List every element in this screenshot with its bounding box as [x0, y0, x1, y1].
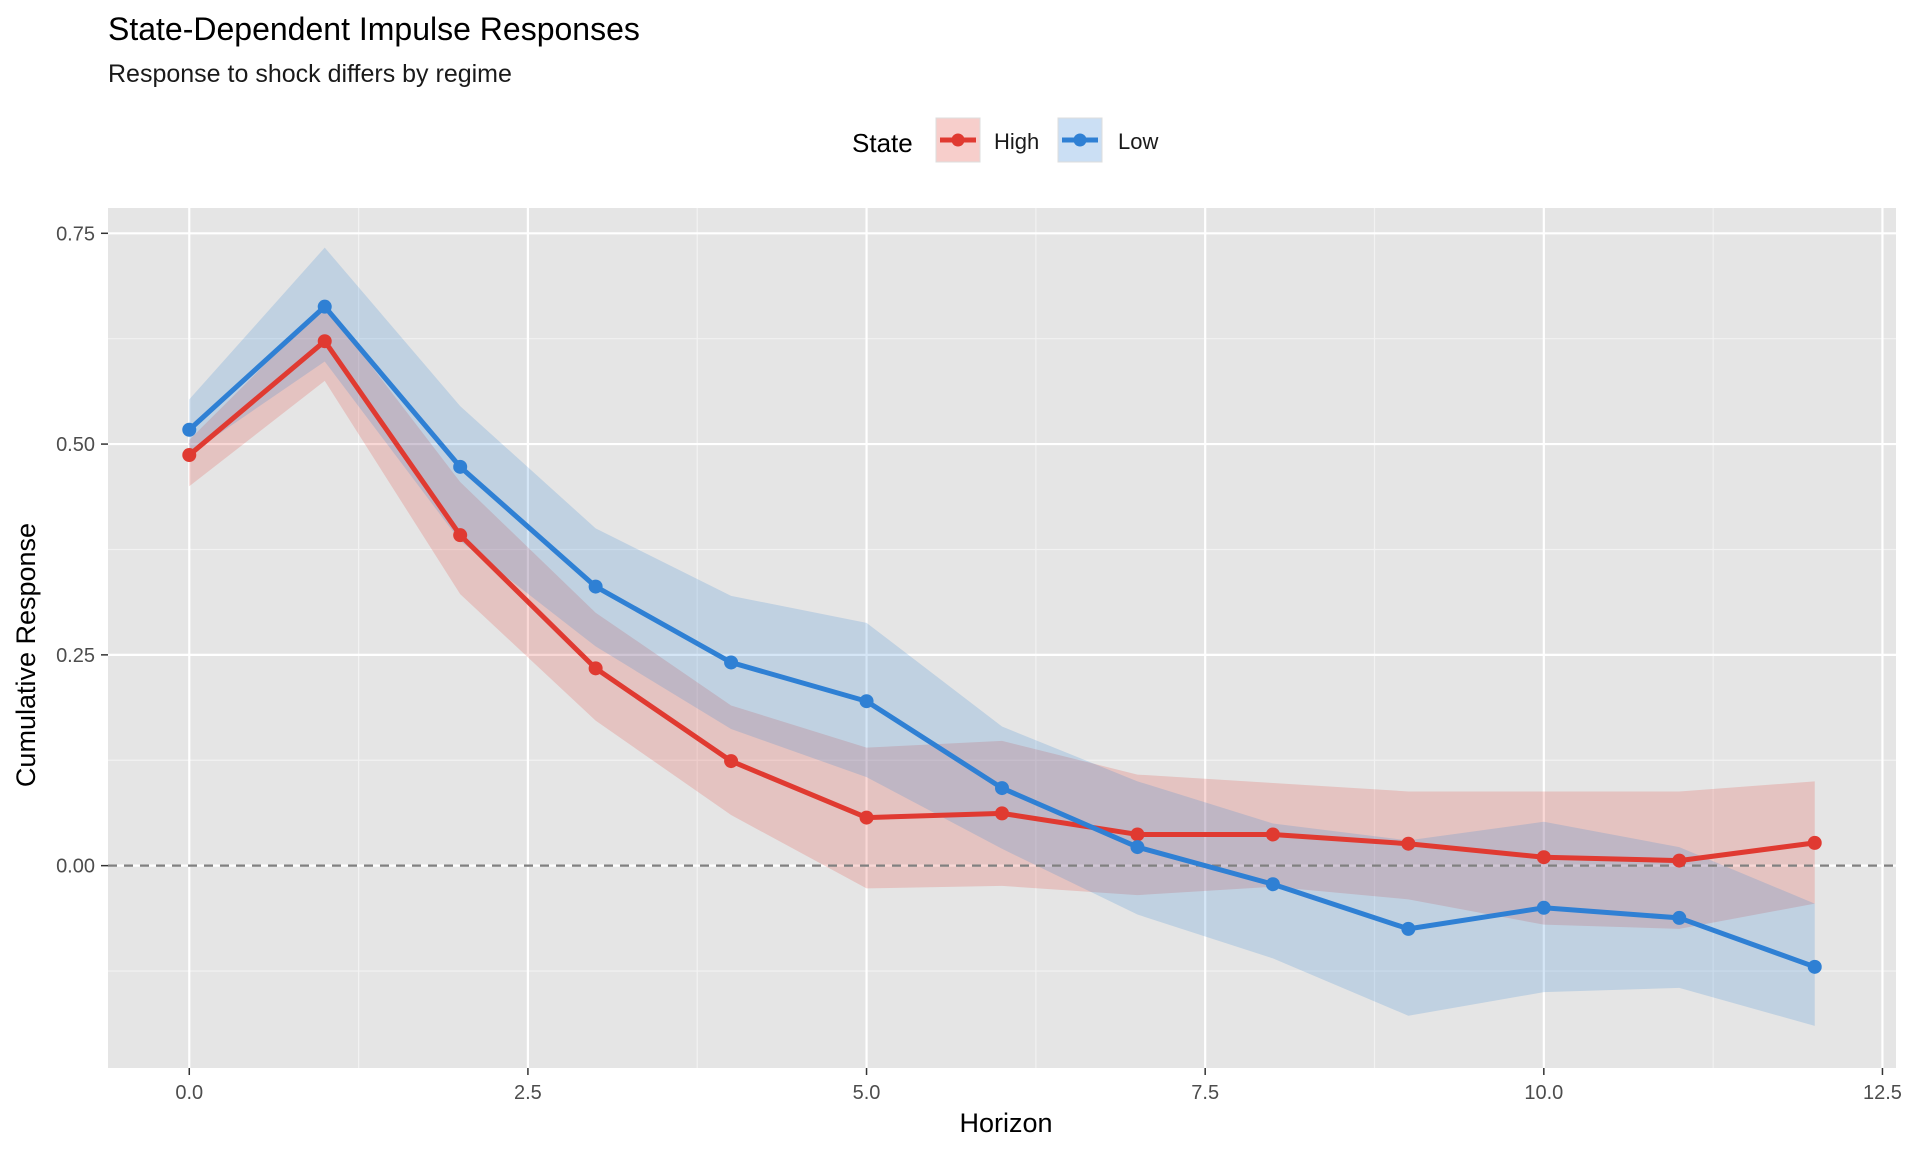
data-point-high — [724, 754, 739, 769]
legend-title: State — [852, 128, 913, 158]
legend-point-high — [951, 133, 965, 147]
data-point-high — [1265, 827, 1280, 842]
x-tick-label: 2.5 — [514, 1082, 542, 1104]
legend: State High Low — [852, 117, 1158, 163]
data-point-high — [453, 528, 468, 543]
data-point-high — [182, 448, 197, 463]
data-point-low — [182, 422, 197, 437]
data-point-low — [995, 781, 1009, 796]
chart-title: State-Dependent Impulse Responses — [108, 11, 640, 47]
x-tick-label: 10.0 — [1524, 1082, 1563, 1104]
data-point-high — [1536, 850, 1551, 865]
ribbon-low — [189, 247, 1815, 1026]
y-axis-title: Cumulative Response — [11, 523, 41, 787]
x-tick-label: 0.0 — [175, 1082, 203, 1104]
y-tick-label: 0.75 — [56, 223, 95, 245]
legend-label-high: High — [994, 129, 1039, 154]
x-tick-label: 5.0 — [853, 1082, 881, 1104]
y-tick-label: 0.25 — [56, 645, 95, 667]
y-tick-label: 0.50 — [56, 434, 95, 456]
legend-point-low — [1073, 133, 1087, 147]
data-point-low — [1265, 877, 1280, 892]
x-tick-label: 7.5 — [1191, 1082, 1219, 1104]
data-point-low — [1807, 959, 1822, 974]
data-point-high — [995, 806, 1009, 821]
y-tick-label: 0.00 — [56, 856, 95, 878]
data-point-high — [1130, 827, 1145, 842]
data-point-high — [1401, 836, 1416, 851]
data-point-high — [859, 810, 874, 825]
data-point-low — [1130, 840, 1145, 855]
data-point-high — [588, 661, 603, 676]
data-point-low — [859, 694, 874, 709]
data-point-low — [1401, 921, 1416, 936]
chart-subtitle: Response to shock differs by regime — [108, 60, 512, 88]
data-point-high — [1807, 835, 1822, 850]
axes: 0.0 2.5 5.0 7.5 10.0 12.5 0.00 0.25 0.50 0.75 — [56, 223, 1902, 1104]
data-point-low — [1672, 910, 1687, 925]
data-point-low — [317, 299, 332, 314]
legend-label-low: Low — [1118, 129, 1158, 154]
data-point-low — [724, 655, 739, 670]
data-point-low — [588, 579, 603, 594]
legend-item-high: High — [935, 117, 1039, 163]
x-tick-label: 12.5 — [1863, 1082, 1902, 1104]
data-point-low — [1536, 900, 1551, 915]
x-axis-title: Horizon — [959, 1108, 1052, 1138]
data-point-low — [453, 459, 468, 474]
data-point-high — [317, 334, 332, 349]
panel-background — [108, 208, 1896, 1068]
data-point-high — [1672, 853, 1687, 868]
plot-area — [108, 208, 1896, 1068]
legend-item-low: Low — [1057, 117, 1158, 163]
